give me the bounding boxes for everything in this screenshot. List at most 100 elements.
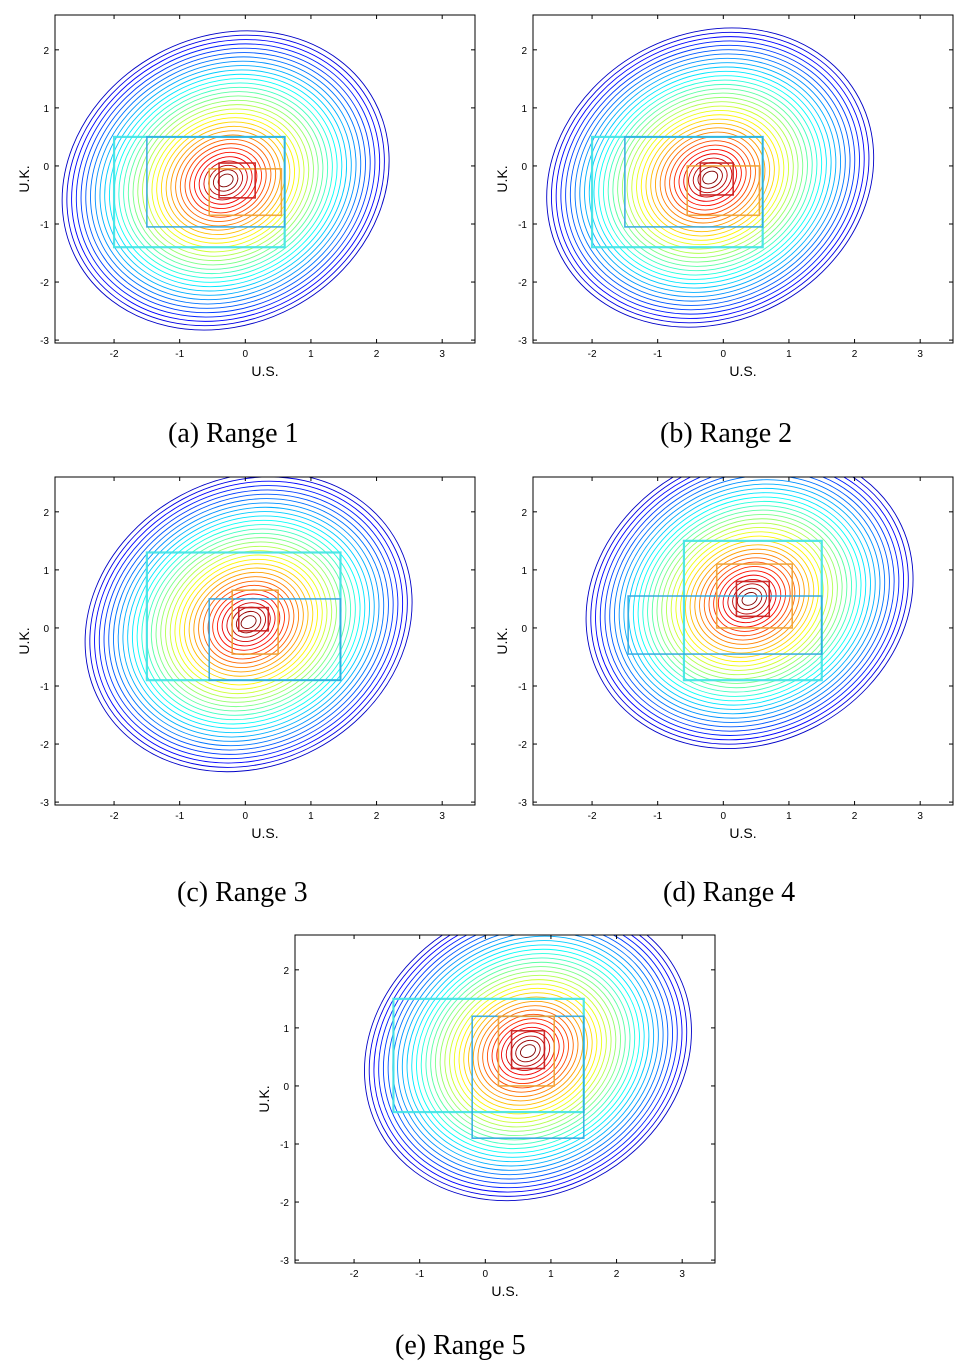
contour-level [609,477,890,728]
contour-level [463,992,593,1111]
contour-level [85,52,366,309]
contour-level [132,95,319,266]
contour-level [98,485,399,760]
range-band [146,136,286,228]
x-tick-label: -1 [175,811,184,822]
contour-level [160,541,337,703]
contour-level [84,477,413,773]
y-tick-label: 0 [521,162,527,173]
contour-level [590,477,909,745]
contour-level [560,40,860,315]
contour-level [184,143,267,218]
y-tick-label: 2 [43,46,49,57]
plot-frame [54,476,476,806]
contour-level [584,62,837,293]
contour-level [212,169,239,192]
y-tick-label: 0 [43,624,49,635]
contour-plot-range-4: -2 -1 0 1 2 3 -3 -2 -1 0 1 2 U.S. U.K. [478,462,958,857]
y-tick-label: -1 [518,220,527,231]
contour-level [75,43,376,318]
contour-level [654,127,766,228]
contour-level [565,44,856,311]
contour-svg: -2 -1 0 1 2 3 -3 -2 -1 0 1 2 U.S. U.K. [16,476,476,841]
x-tick-label: -1 [175,349,184,360]
contour-level [141,524,356,721]
contour-level [127,91,324,270]
contour-level [632,492,867,706]
contour-level [397,935,659,1171]
y-axis-label: U.K. [494,165,510,192]
y-tick-label: 1 [521,104,527,115]
contour-level [364,935,692,1202]
y-tick-label: -2 [40,740,49,751]
contour-level [444,974,612,1128]
contour-level [373,935,683,1193]
contour-level [604,477,895,732]
contour-level [208,164,244,196]
contour-lines [364,935,692,1202]
contour-level [113,78,338,283]
contour-level [212,589,285,656]
x-tick-label: 0 [243,349,249,360]
contour-level [174,554,323,690]
x-tick-label: 3 [439,349,445,360]
x-tick-label: 1 [308,811,314,822]
contour-level [235,610,262,634]
range-band [624,136,764,228]
contour-level [368,935,688,1197]
contour-level [188,567,309,677]
x-tick-label: 3 [439,811,445,822]
x-tick-label: 3 [679,1269,685,1280]
contour-level [585,477,914,749]
y-tick-label: -3 [518,336,527,347]
x-tick-label: 1 [548,1269,554,1280]
contour-level [631,105,790,250]
contour-level [665,522,834,676]
y-tick-label: 0 [283,1082,289,1093]
contour-level [406,940,650,1163]
contour-level [240,615,257,629]
contour-level [165,545,333,699]
range-band [208,168,283,217]
caption-range-3: (c) Range 3 [177,877,308,908]
contour-level [150,532,347,712]
contour-level [420,953,636,1150]
y-axis-label: U.K. [16,165,32,192]
contour-level [659,131,761,224]
contour-level [642,500,857,697]
y-tick-label: -1 [518,682,527,693]
contour-level [169,550,328,695]
contour-level [486,1013,569,1089]
y-tick-label: -3 [280,1256,289,1267]
contour-level [189,147,262,214]
contour-level [146,108,305,253]
contour-level [202,580,295,664]
caption-range-1: (a) Range 1 [168,418,299,449]
y-tick-label: 0 [43,162,49,173]
contour-svg: -2 -1 0 1 2 3 -3 -2 -1 0 1 2 U.S. U.K. [256,934,716,1299]
y-tick-label: 2 [521,46,527,57]
contour-level [416,948,640,1154]
contour-level [146,528,352,716]
contour-level [108,73,343,288]
contour-level [574,53,846,302]
range-band [627,595,823,655]
contour-level [90,56,362,305]
plot-frame [54,14,476,344]
contour-level [673,144,747,211]
contour-level [482,1009,574,1093]
x-tick-label: 2 [614,1269,620,1280]
y-tick-label: 1 [283,1024,289,1035]
contour-level [137,99,314,262]
contour-level [477,1005,579,1097]
y-tick-label: -2 [280,1198,289,1209]
contour-level [89,477,408,768]
contour-level [550,31,870,324]
contour-plot-range-2: -2 -1 0 1 2 3 -3 -2 -1 0 1 2 U.S. U.K. [478,0,958,395]
y-tick-label: 2 [521,508,527,519]
contour-level [669,140,752,215]
y-tick-label: -1 [40,220,49,231]
contour-level [127,511,370,734]
x-axis-label: U.S. [491,1283,518,1299]
contour-level [501,1026,555,1076]
